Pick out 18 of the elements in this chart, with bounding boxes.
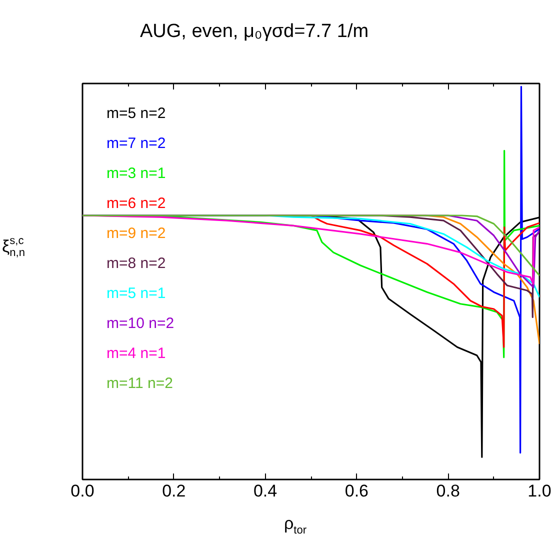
- series-label: m=6 n=2: [106, 195, 166, 212]
- text: m=7 n=2: [106, 135, 166, 152]
- chart-title: AUG, even, μ₀γσd=7.7 1/m: [140, 20, 369, 44]
- text: m=8 n=2: [106, 255, 166, 272]
- text: m=5 n=1: [106, 285, 166, 302]
- text: m=3 n=1: [106, 165, 166, 182]
- x-tick-label: 1.0: [528, 482, 552, 500]
- text: m=4 n=1: [106, 345, 166, 362]
- text: m=10 n=2: [106, 315, 174, 332]
- series-label: m=9 n=2: [106, 225, 166, 242]
- x-tick-label: 0.6: [344, 482, 369, 500]
- x-axis-title: ρ$_{tor}$: [284, 514, 307, 538]
- x-tick-label: 0.8: [436, 482, 460, 500]
- x-tick-label: 0.4: [253, 482, 278, 500]
- x-tick-label: 0.0: [70, 482, 94, 500]
- text: m=11 n=2: [106, 375, 173, 392]
- legend-label: m=5 n=2: [106, 105, 166, 122]
- x-tick-label: 0.2: [162, 482, 186, 500]
